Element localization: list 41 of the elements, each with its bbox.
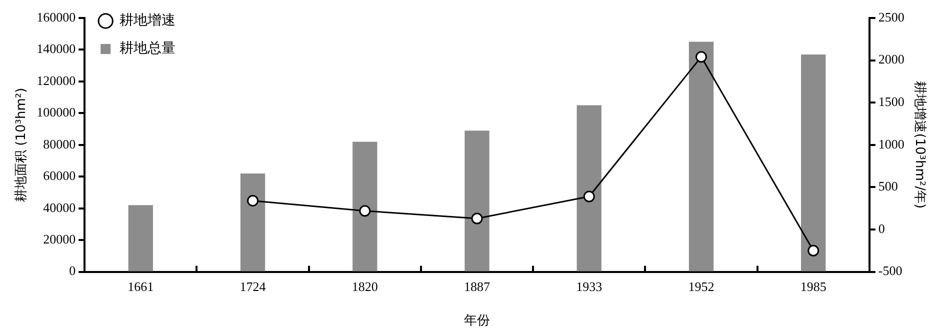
bar	[801, 54, 826, 272]
y2-tick-label: 0	[878, 220, 885, 236]
x-tick-label: 1952	[688, 279, 714, 294]
point	[471, 212, 483, 224]
y-tick-label: 160000	[36, 9, 76, 24]
x-axis-title: 年份	[464, 314, 490, 329]
point	[808, 244, 820, 256]
y-tick-label: 20000	[43, 231, 76, 246]
point	[247, 194, 259, 206]
x-tick-label: 1985	[800, 279, 826, 294]
y2-tick-label: 2000	[878, 52, 904, 67]
y-tick-label: 100000	[36, 104, 76, 120]
y2-tick-label: 500	[878, 178, 898, 194]
bar	[464, 130, 490, 272]
y-tick-label: 60000	[43, 168, 76, 184]
legend-label: 耕地增速	[120, 12, 176, 29]
y2-tick-label: 1500	[878, 94, 904, 110]
point	[359, 205, 371, 217]
y2-tick-label: 1000	[878, 136, 904, 152]
y-tick-label: 80000	[43, 136, 76, 152]
y2-tick-label: 2500	[878, 9, 904, 24]
y-tick-label: 0	[69, 263, 76, 278]
y2-axis-title: 耕地增速(10³hm²/年)	[912, 81, 927, 209]
y-tick-label: 140000	[36, 41, 76, 56]
point	[695, 51, 707, 63]
bar	[576, 105, 602, 272]
bar	[240, 173, 266, 272]
x-tick-label: 1887	[464, 279, 490, 294]
x-tick-label: 1820	[352, 279, 378, 294]
y-tick-label: 120000	[36, 72, 76, 88]
point	[583, 190, 595, 202]
y-axis-title: 耕地面积 (10³hm²)	[14, 88, 30, 202]
x-tick-label: 1724	[240, 279, 266, 294]
y2-tick-label: -500	[878, 263, 902, 278]
bar	[352, 142, 378, 272]
legend-label: 耕地总量	[120, 40, 176, 57]
y-tick-label: 40000	[43, 200, 76, 215]
x-tick-label: 1661	[128, 279, 154, 294]
bar	[128, 205, 153, 272]
bar	[688, 42, 714, 272]
x-tick-label: 1933	[576, 279, 602, 294]
